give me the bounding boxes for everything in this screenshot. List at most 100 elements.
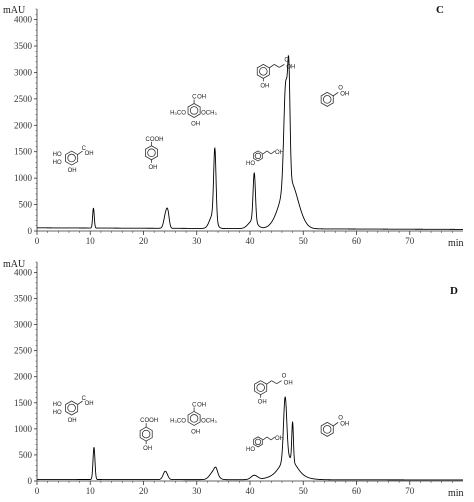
structure-label: H₃CO bbox=[170, 110, 186, 116]
structure-bond bbox=[270, 150, 276, 155]
structure-label: C bbox=[82, 146, 87, 152]
trace-layer bbox=[37, 396, 463, 481]
structure-bond bbox=[77, 150, 83, 155]
structure-ring-inner bbox=[322, 95, 332, 104]
structure-label: O bbox=[338, 415, 343, 421]
x-tick-label: 60 bbox=[352, 236, 362, 246]
structure-label: HO bbox=[53, 160, 62, 166]
y-tick-label: 1500 bbox=[14, 398, 33, 408]
structure-label: OH bbox=[197, 94, 206, 100]
y-tick-label: 1000 bbox=[14, 424, 33, 434]
chromatogram-trace bbox=[37, 396, 463, 481]
y-tick-label: 4000 bbox=[14, 15, 33, 25]
axes: 0 500 1000 1500 2000 2500 3000 3500 4000 0 10 20 30 4… bbox=[14, 8, 463, 246]
x-tick-label: 20 bbox=[139, 236, 149, 246]
structure-label: OH bbox=[275, 150, 284, 156]
structure-ring-inner bbox=[67, 403, 76, 413]
structure-label: OCH₃ bbox=[201, 418, 217, 424]
structure-ring-inner bbox=[254, 152, 262, 160]
panel-label: D bbox=[450, 285, 458, 297]
structure-label: C bbox=[192, 94, 197, 100]
y-tick-label: 2000 bbox=[14, 120, 33, 130]
structure-label: OH bbox=[260, 83, 269, 89]
structure-ring-inner bbox=[259, 67, 268, 76]
structure-label: OH bbox=[85, 151, 94, 157]
structure-label: OCH₃ bbox=[201, 110, 217, 116]
x-tick-label: 40 bbox=[246, 486, 256, 496]
structure-label: HO bbox=[246, 161, 255, 167]
structure-label: OH bbox=[286, 64, 295, 70]
y-axis-unit-label: mAU bbox=[3, 259, 26, 270]
structure-label: OH bbox=[85, 401, 94, 407]
structure-bond bbox=[266, 380, 272, 385]
y-tick-label: 0 bbox=[28, 476, 33, 486]
y-tick-label: 2000 bbox=[14, 372, 33, 382]
structure-ring-inner bbox=[322, 425, 332, 434]
chromatogram-trace bbox=[37, 54, 463, 230]
chromatogram-panel-c: mAU C min 050010001500200025003000350040… bbox=[3, 4, 464, 249]
structure-ring bbox=[187, 410, 201, 426]
structure-ring bbox=[253, 436, 263, 448]
x-tick-label: 30 bbox=[192, 486, 202, 496]
y-tick-label: 3500 bbox=[14, 294, 33, 304]
y-axis-unit-label: mAU bbox=[3, 5, 26, 16]
structure-label: HO bbox=[53, 402, 62, 408]
structure-ring-inner bbox=[67, 153, 76, 163]
x-tick-label: 40 bbox=[246, 236, 256, 246]
structure-label: O bbox=[338, 85, 343, 91]
x-tick-label: 70 bbox=[405, 236, 415, 246]
structure-ring-inner bbox=[254, 438, 262, 446]
structure-label: C bbox=[82, 396, 87, 402]
y-tick-label: 3000 bbox=[14, 320, 33, 330]
y-tick-label: 500 bbox=[19, 200, 33, 210]
structure-label: OH bbox=[284, 381, 293, 387]
y-tick-label: 3000 bbox=[14, 67, 33, 77]
structure-ring-inner bbox=[256, 383, 265, 392]
structure-bond bbox=[262, 436, 268, 441]
structure-label: OH bbox=[197, 402, 206, 408]
structure-pcoumaric: OH HO bbox=[246, 150, 284, 167]
structure-pcoumaric: OH HO bbox=[246, 436, 284, 453]
x-tick-label: 20 bbox=[139, 486, 149, 496]
chromatogram-panel-d: mAU D min 050010001500200025003000350040… bbox=[3, 259, 464, 499]
y-tick-label: 1500 bbox=[14, 147, 33, 157]
structure-label: OH bbox=[340, 421, 349, 427]
structure-label: HO bbox=[246, 447, 255, 453]
y-tick-label: 4000 bbox=[14, 267, 33, 277]
y-tick-label: 2500 bbox=[14, 94, 33, 104]
structure-label: OH bbox=[143, 446, 152, 452]
y-tick-label: 2500 bbox=[14, 346, 33, 356]
structure-label: OH bbox=[191, 121, 200, 127]
structure-ring-inner bbox=[189, 106, 199, 115]
structure-label: O bbox=[284, 57, 289, 63]
x-tick-label: 10 bbox=[86, 486, 96, 496]
x-tick-label: 70 bbox=[405, 486, 415, 496]
axes: 0 500 1000 1500 2000 2500 3000 3500 4000 0 10 20 30 4… bbox=[14, 261, 463, 496]
structure-label: OH bbox=[258, 400, 267, 406]
structure-bond bbox=[332, 422, 339, 427]
structure-ring bbox=[253, 150, 263, 162]
x-tick-label: 30 bbox=[192, 236, 202, 246]
y-tick-label: 0 bbox=[28, 226, 33, 236]
y-tick-label: 1000 bbox=[14, 173, 33, 183]
structure-label: OH bbox=[340, 91, 349, 97]
x-tick-label: 60 bbox=[352, 486, 362, 496]
x-axis-unit-label: min bbox=[448, 488, 464, 499]
x-tick-label: 10 bbox=[86, 236, 96, 246]
structure-bond bbox=[262, 150, 268, 155]
structure-label: OH bbox=[148, 165, 157, 171]
structure-benzoic: OOH bbox=[320, 85, 349, 107]
structure-bond bbox=[279, 64, 285, 68]
structure-label: H₃CO bbox=[170, 418, 186, 424]
structure-label: OH bbox=[275, 436, 284, 442]
x-tick-label: 0 bbox=[35, 486, 40, 496]
structure-bond bbox=[271, 380, 277, 385]
structure-label: HO bbox=[53, 152, 62, 158]
structure-bond bbox=[77, 400, 83, 405]
